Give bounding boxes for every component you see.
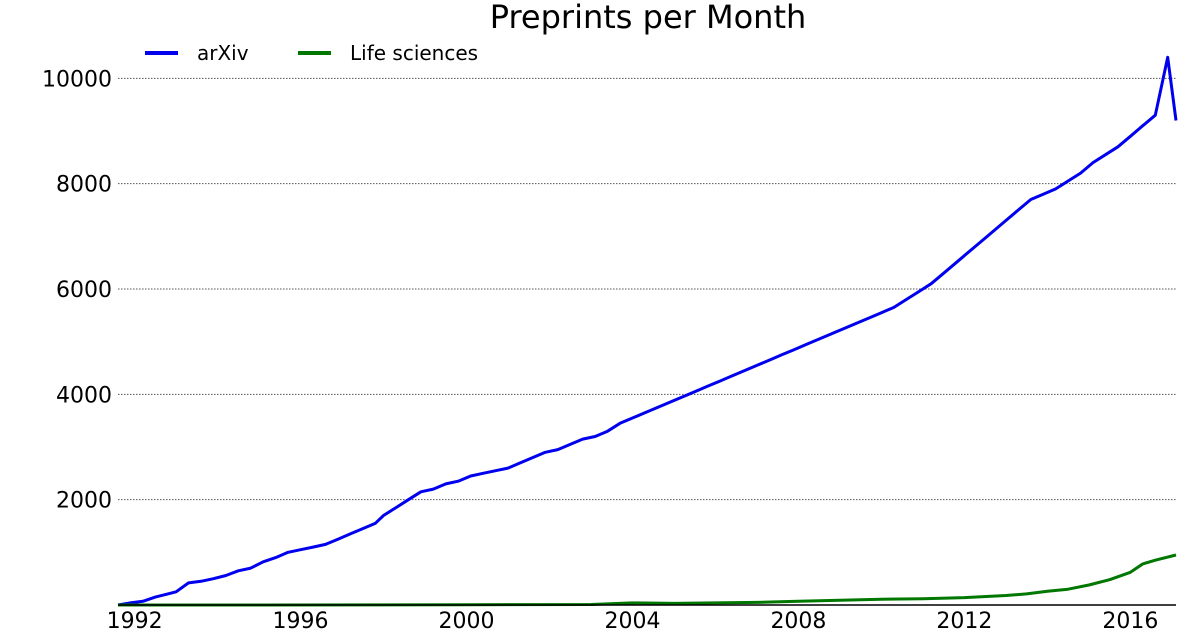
y-axis-ticks: 2000 4000 6000 8000 10000 <box>42 67 112 513</box>
series-line-arxiv <box>117 55 1178 607</box>
gridlines <box>118 77 1176 501</box>
series-lines <box>117 55 1178 607</box>
y-tick-label-10000: 10000 <box>42 67 112 92</box>
chart-title: Preprints per Month <box>490 0 807 36</box>
legend: arXiv Life sciences <box>145 41 478 65</box>
x-tick-label-2000: 2000 <box>439 609 495 634</box>
y-tick-label-4000: 4000 <box>56 383 112 408</box>
x-tick-label-1996: 1996 <box>273 609 329 634</box>
y-tick-label-6000: 6000 <box>56 278 112 303</box>
x-tick-label-1992: 1992 <box>107 609 163 634</box>
legend-label-arxiv: arXiv <box>197 41 249 65</box>
x-tick-label-2004: 2004 <box>604 609 660 634</box>
x-tick-label-2012: 2012 <box>936 609 992 634</box>
x-axis-ticks: 1992 1996 2000 2004 2008 2012 2016 <box>107 609 1159 634</box>
series-line-life-sciences <box>118 553 1177 607</box>
x-tick-label-2016: 2016 <box>1102 609 1158 634</box>
y-tick-label-2000: 2000 <box>56 489 112 514</box>
x-tick-label-2008: 2008 <box>770 609 826 634</box>
y-tick-label-8000: 8000 <box>56 173 112 198</box>
legend-label-life-sciences: Life sciences <box>350 41 478 65</box>
